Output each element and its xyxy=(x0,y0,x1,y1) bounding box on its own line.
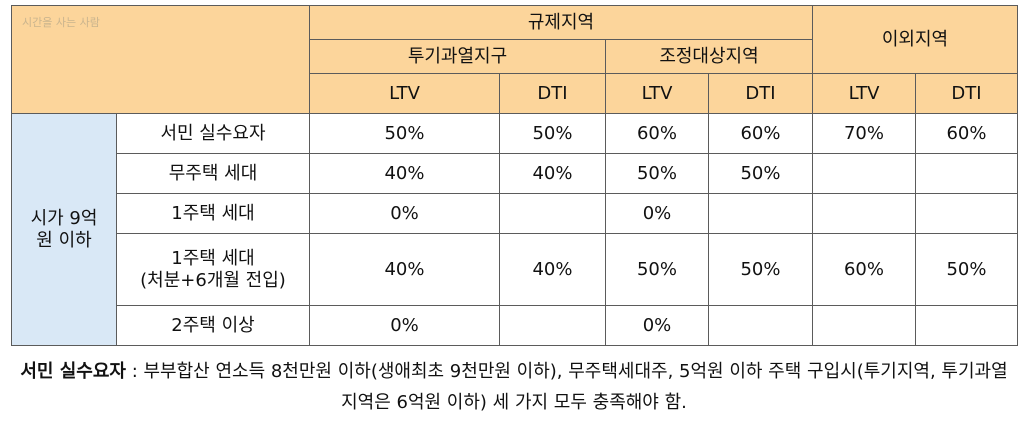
corner-cell: 시간을 사는 사람 xyxy=(11,5,310,114)
speculation-zone-header: 투기과열지구 xyxy=(309,39,606,74)
table-cell xyxy=(915,153,1018,194)
table-cell: 40% xyxy=(499,233,606,306)
table-cell: 0% xyxy=(309,305,500,346)
table-row: 2주택 이상 0% 0% xyxy=(12,305,1018,346)
table-row: 시가 9억 원 이하 서민 실수요자 50% 50% 60% 60% 70% 6… xyxy=(11,113,1018,346)
ltv-header: LTV xyxy=(812,73,916,114)
row-label: 무주택 세대 xyxy=(116,153,310,194)
table-row: 1주택 세대 0% 0% xyxy=(12,193,1018,234)
table-cell xyxy=(499,305,606,346)
price-range-line1: 시가 9억 xyxy=(30,207,98,229)
price-range-label: 시가 9억 원 이하 xyxy=(11,113,117,346)
row-label: 1주택 세대 (처분+6개월 전입) xyxy=(116,233,310,306)
table-cell xyxy=(812,305,916,346)
table-cell: 50% xyxy=(605,153,709,194)
ltv-dti-table: 시간을 사는 사람 규제지역 이외지역 투기과열지구 조정대상지역 LTV DT… xyxy=(11,5,1018,346)
table-cell: 50% xyxy=(708,153,813,194)
table-cell: 60% xyxy=(605,113,709,154)
table-cell xyxy=(708,193,813,234)
dti-header: DTI xyxy=(708,73,813,114)
regulated-area-header: 규제지역 xyxy=(309,5,813,40)
row-label: 2주택 이상 xyxy=(116,305,310,346)
table-cell xyxy=(915,193,1018,234)
dti-header: DTI xyxy=(499,73,606,114)
row-label: 1주택 세대 xyxy=(116,193,310,234)
table-cell: 60% xyxy=(915,113,1018,154)
row-label: 서민 실수요자 xyxy=(116,113,310,154)
footnote-text: 부부합산 연소득 8천만원 이하(생애최초 9천만원 이하), 무주택세대주, … xyxy=(143,361,1008,413)
table-row: 1주택 세대 (처분+6개월 전입) 40% 40% 50% 50% 60% 5… xyxy=(12,233,1018,306)
table-cell: 40% xyxy=(499,153,606,194)
table-cell: 70% xyxy=(812,113,916,154)
table-cell xyxy=(499,193,606,234)
footnote: 서민 실수요자 : 부부합산 연소득 8천만원 이하(생애최초 9천만원 이하)… xyxy=(16,356,1012,418)
table-row: 무주택 세대 40% 40% 50% 50% xyxy=(12,153,1018,194)
other-area-header: 이외지역 xyxy=(812,5,1018,74)
dti-header: DTI xyxy=(915,73,1018,114)
table-cell: 0% xyxy=(605,305,709,346)
price-range-line2: 원 이하 xyxy=(36,229,92,251)
ltv-header: LTV xyxy=(605,73,709,114)
table-cell: 60% xyxy=(708,113,813,154)
table-cell: 50% xyxy=(915,233,1018,306)
footnote-term: 서민 실수요자 xyxy=(20,361,126,382)
table-cell: 50% xyxy=(309,113,500,154)
row-label-line1: 1주택 세대 xyxy=(171,247,255,269)
watermark: 시간을 사는 사람 xyxy=(22,16,100,29)
adjustment-zone-header: 조정대상지역 xyxy=(605,39,813,74)
table-cell: 40% xyxy=(309,233,500,306)
table-cell: 60% xyxy=(812,233,916,306)
table-cell: 50% xyxy=(499,113,606,154)
ltv-header: LTV xyxy=(309,73,500,114)
table-cell xyxy=(812,193,916,234)
table-cell: 40% xyxy=(309,153,500,194)
row-label-line2: (처분+6개월 전입) xyxy=(140,269,286,291)
table-cell xyxy=(708,305,813,346)
table-cell: 50% xyxy=(708,233,813,306)
footnote-separator: : xyxy=(125,361,144,382)
table-cell: 50% xyxy=(605,233,709,306)
table-cell xyxy=(915,305,1018,346)
table-cell: 0% xyxy=(309,193,500,234)
table-cell xyxy=(812,153,916,194)
table-cell: 0% xyxy=(605,193,709,234)
